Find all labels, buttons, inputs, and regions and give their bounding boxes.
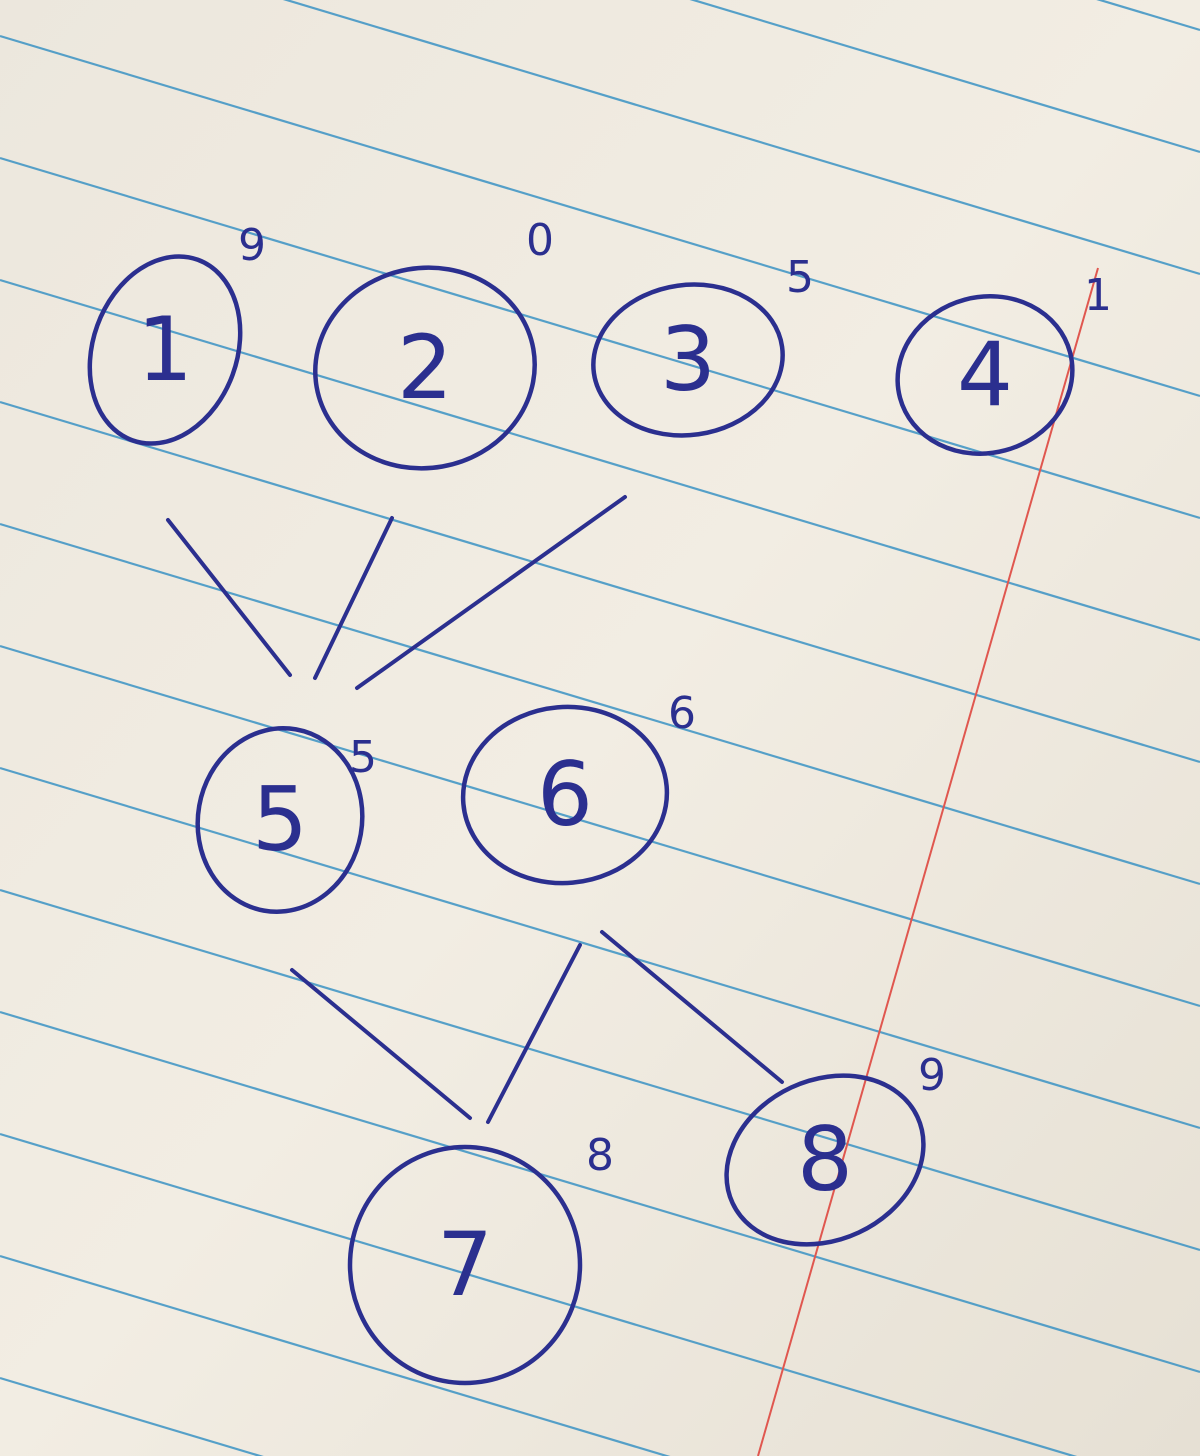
node-circle — [724, 1073, 926, 1247]
edge-6-8 — [600, 930, 784, 1084]
node-circle — [87, 254, 243, 446]
edge-6-7 — [486, 943, 582, 1124]
edge-5-7 — [290, 968, 472, 1120]
node-label: 8 — [797, 1108, 853, 1211]
node-annotation: 5 — [786, 252, 814, 303]
node-5: 55 — [195, 726, 377, 914]
ruled-line — [0, 278, 1200, 642]
node-annotation: 9 — [238, 220, 266, 271]
node-label: 6 — [537, 743, 593, 846]
node-6: 66 — [460, 688, 696, 886]
node-annotation: 0 — [526, 215, 554, 266]
node-3: 35 — [591, 252, 814, 438]
ruled-line — [0, 888, 1200, 1252]
ruled-line — [0, 400, 1200, 764]
node-circle — [895, 294, 1075, 456]
node-label: 4 — [957, 323, 1013, 426]
ruled-line — [0, 1132, 1078, 1456]
node-annotation: 5 — [349, 732, 377, 783]
node-7: 78 — [347, 1130, 614, 1386]
edge-group — [166, 495, 784, 1124]
ruled-line — [0, 644, 1200, 1008]
edge-2-5 — [313, 516, 394, 680]
node-annotation: 6 — [668, 688, 696, 739]
node-2: 20 — [313, 215, 554, 471]
node-8: 89 — [724, 1050, 946, 1247]
node-label: 7 — [437, 1213, 493, 1316]
edge-1-5 — [166, 518, 292, 677]
node-circle — [460, 704, 670, 886]
node-label: 1 — [137, 298, 193, 401]
ruled-line — [0, 522, 1200, 886]
ruled-line — [0, 1376, 264, 1456]
ruled-line — [689, 0, 1200, 154]
node-label: 5 — [252, 768, 308, 871]
ruled-line — [0, 1254, 671, 1456]
node-annotation: 8 — [586, 1130, 614, 1181]
node-4: 41 — [895, 270, 1112, 456]
node-circle — [313, 265, 537, 471]
ruled-line — [0, 34, 1200, 398]
node-label: 3 — [660, 308, 716, 411]
node-circle — [195, 726, 365, 914]
ruled-line — [282, 0, 1200, 276]
margin-line — [757, 267, 1099, 1456]
node-1: 19 — [87, 220, 266, 446]
node-circle — [591, 282, 785, 438]
node-annotation: 9 — [918, 1050, 946, 1101]
edge-3-5 — [355, 495, 627, 690]
node-annotation: 1 — [1084, 270, 1112, 321]
node-circle — [347, 1144, 583, 1386]
node-label: 2 — [397, 316, 453, 419]
ruled-line — [0, 1010, 1200, 1374]
